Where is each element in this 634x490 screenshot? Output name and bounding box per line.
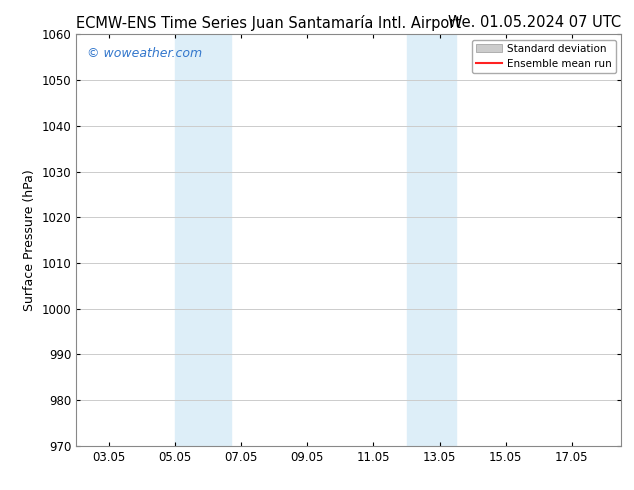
Bar bbox=[175, 34, 231, 446]
Legend: Standard deviation, Ensemble mean run: Standard deviation, Ensemble mean run bbox=[472, 40, 616, 73]
Bar bbox=[406, 34, 456, 446]
Y-axis label: Surface Pressure (hPa): Surface Pressure (hPa) bbox=[23, 169, 36, 311]
Text: We. 01.05.2024 07 UTC: We. 01.05.2024 07 UTC bbox=[448, 15, 621, 30]
Text: ECMW-ENS Time Series Juan Santamaría Intl. Airport: ECMW-ENS Time Series Juan Santamaría Int… bbox=[76, 15, 461, 31]
Text: © woweather.com: © woweather.com bbox=[87, 47, 202, 60]
